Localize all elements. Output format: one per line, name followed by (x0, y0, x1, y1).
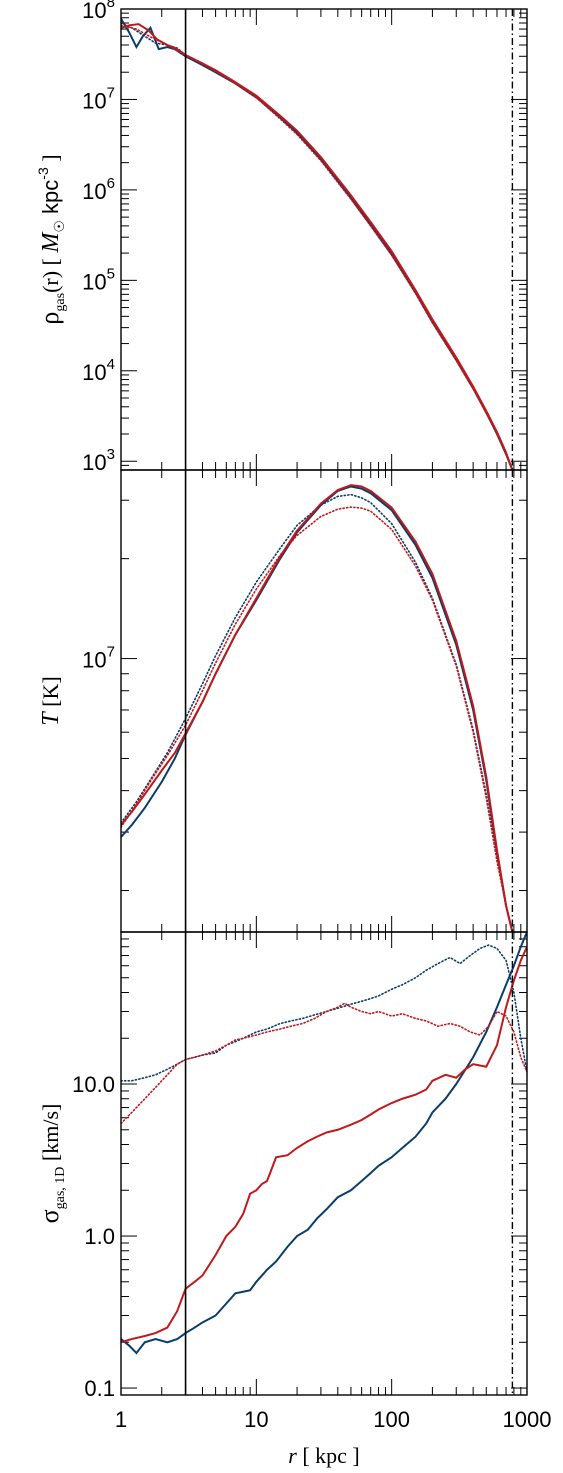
series-line-dotted-1 (121, 944, 527, 1082)
series-line-solid-2 (121, 484, 514, 932)
x-tick-label: 1000 (503, 1407, 552, 1432)
series-line-solid-0 (121, 485, 514, 932)
series-group (121, 18, 514, 470)
series-line-dotted-1 (121, 22, 514, 470)
y-tick-label: 108 (82, 0, 115, 23)
series-group (121, 932, 527, 1355)
y-tick-label: 0.1 (84, 1376, 115, 1401)
y-axis-label: ρgas(r) [ M☉ kpc-3 ] (35, 154, 68, 324)
y-axis-label: σgas, 1D [km/s] (35, 1104, 68, 1224)
y-tick-label: 104 (82, 356, 115, 385)
plot-frame (120, 469, 528, 933)
panel-dispersion: 0.1 1.0 10.0 1 10 100 1000 σgas, 1D [km/s] r [ k… (35, 931, 552, 1468)
panel-density: 103 104 105 106 107 108 ρgas(r) [ M☉ kpc-3 ] (35, 0, 528, 475)
panel-temperature: 107 T [K] (38, 469, 528, 933)
series-group (121, 484, 514, 932)
series-line-solid-0 (121, 18, 514, 470)
x-tick-label: 10 (244, 1407, 268, 1432)
y-tick-label: 103 (82, 446, 115, 475)
y-tick-label: 107 (82, 84, 115, 113)
y-tick-label: 10.0 (72, 1072, 115, 1097)
y-tick-label: 105 (82, 265, 115, 294)
series-line-solid-0 (121, 932, 527, 1355)
series-line-dotted-1 (121, 493, 514, 932)
series-line-dotted-3 (121, 24, 514, 470)
plot-frame (120, 931, 528, 1396)
series-line-solid-2 (121, 946, 527, 1344)
y-axis-label: T [K] (38, 676, 64, 725)
x-axis-label: r [ kpc ] (288, 1443, 359, 1468)
x-tick-label: 100 (373, 1407, 410, 1432)
x-tick-label: 1 (115, 1407, 127, 1432)
y-tick-label: 106 (82, 175, 115, 204)
series-line-solid-2 (121, 23, 514, 470)
plot-frame (120, 8, 528, 471)
y-tick-label: 107 (82, 644, 115, 673)
series-line-dotted-3 (121, 1002, 527, 1125)
series-line-dotted-3 (121, 506, 514, 932)
y-tick-label: 1.0 (84, 1224, 115, 1249)
